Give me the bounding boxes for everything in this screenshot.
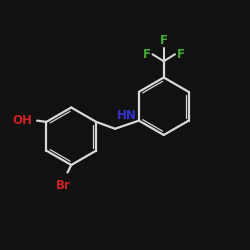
Text: F: F	[160, 34, 168, 46]
Text: HN: HN	[117, 110, 137, 122]
Text: F: F	[143, 48, 151, 61]
Text: F: F	[177, 48, 185, 61]
Text: OH: OH	[12, 114, 32, 127]
Text: Br: Br	[56, 179, 71, 192]
